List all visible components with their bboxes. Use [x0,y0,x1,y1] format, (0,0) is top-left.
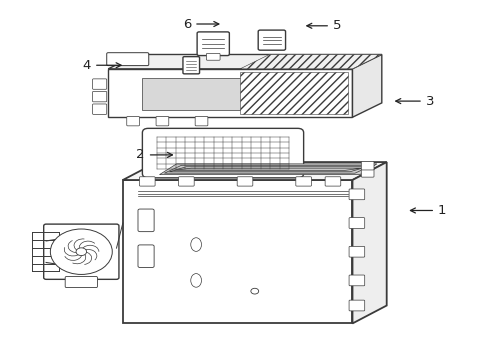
FancyBboxPatch shape [361,161,374,170]
Polygon shape [240,72,347,114]
FancyBboxPatch shape [93,91,107,102]
FancyBboxPatch shape [138,245,154,267]
FancyBboxPatch shape [195,117,208,126]
Circle shape [251,288,259,294]
FancyBboxPatch shape [349,218,365,228]
Polygon shape [159,164,377,175]
Circle shape [50,229,112,274]
Polygon shape [352,162,387,323]
Polygon shape [352,54,382,117]
Text: 6: 6 [183,18,219,31]
FancyBboxPatch shape [361,168,374,177]
Polygon shape [240,54,382,69]
FancyBboxPatch shape [127,117,140,126]
FancyBboxPatch shape [237,177,253,186]
FancyBboxPatch shape [206,53,220,60]
Polygon shape [108,54,382,69]
Polygon shape [123,180,352,323]
FancyBboxPatch shape [138,209,154,231]
FancyBboxPatch shape [140,177,155,186]
Text: 5: 5 [307,19,342,32]
FancyBboxPatch shape [349,275,365,286]
FancyBboxPatch shape [143,129,304,178]
Ellipse shape [191,238,201,251]
FancyBboxPatch shape [93,79,107,89]
Circle shape [76,248,87,256]
Polygon shape [123,162,387,180]
FancyBboxPatch shape [178,177,194,186]
FancyBboxPatch shape [93,104,107,114]
Polygon shape [143,78,342,110]
FancyBboxPatch shape [296,177,312,186]
Text: 3: 3 [396,95,434,108]
FancyBboxPatch shape [349,189,365,200]
Text: 2: 2 [136,148,172,161]
FancyBboxPatch shape [349,246,365,257]
FancyBboxPatch shape [258,30,286,50]
FancyBboxPatch shape [156,117,169,126]
FancyBboxPatch shape [44,224,119,279]
FancyBboxPatch shape [107,53,149,66]
Polygon shape [108,69,352,117]
Text: 4: 4 [83,59,121,72]
FancyBboxPatch shape [349,300,365,311]
Ellipse shape [191,274,201,287]
FancyBboxPatch shape [65,276,98,288]
FancyBboxPatch shape [325,177,341,186]
FancyBboxPatch shape [197,32,229,55]
FancyBboxPatch shape [183,57,199,74]
Text: 1: 1 [411,204,446,217]
